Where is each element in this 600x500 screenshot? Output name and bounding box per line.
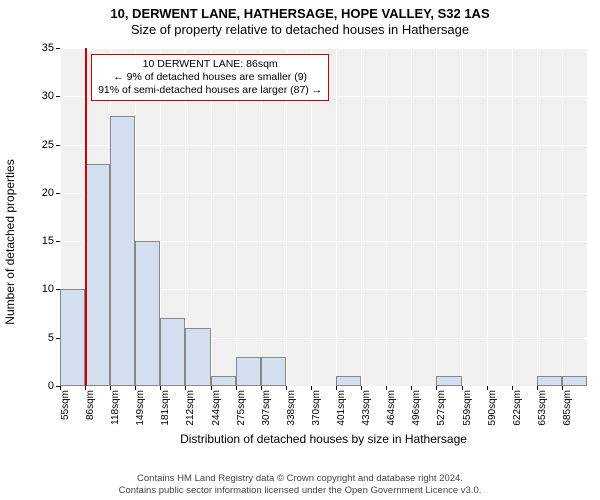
gridline-v (587, 48, 588, 386)
gridline-v (361, 48, 362, 386)
x-tick-label: 464sqm (386, 390, 397, 426)
gridline-v (411, 48, 412, 386)
y-axis-label: Number of detached properties (3, 159, 17, 324)
chart-title-line1: 10, DERWENT LANE, HATHERSAGE, HOPE VALLE… (0, 6, 600, 22)
x-tick-label: 244sqm (211, 390, 222, 426)
x-tick-label: 527sqm (436, 390, 447, 426)
histogram-bar (436, 376, 461, 386)
gridline-v (386, 48, 387, 386)
x-tick-label: 496sqm (411, 390, 422, 426)
x-tick-label: 653sqm (537, 390, 548, 426)
annotation-line2: ← 9% of detached houses are smaller (9) (98, 71, 322, 84)
x-tick-label: 86sqm (85, 390, 96, 420)
x-tick-label: 212sqm (185, 390, 196, 426)
histogram-bar (211, 376, 236, 386)
gridline-v (462, 48, 463, 386)
histogram-bar (110, 116, 135, 386)
plot-area: 0510152025303555sqm86sqm118sqm149sqm181s… (60, 48, 587, 386)
gridline-h (60, 386, 587, 387)
annotation-line1: 10 DERWENT LANE: 86sqm (98, 58, 322, 71)
x-tick-label: 370sqm (311, 390, 322, 426)
histogram-bar (160, 318, 185, 386)
chart-title-block: 10, DERWENT LANE, HATHERSAGE, HOPE VALLE… (0, 0, 600, 39)
footer-line2: Contains public sector information licen… (0, 485, 600, 497)
chart-container: Number of detached properties 0510152025… (32, 48, 587, 436)
x-tick-label: 433sqm (361, 390, 372, 426)
histogram-bar (135, 241, 160, 386)
attribution-footer: Contains HM Land Registry data © Crown c… (0, 473, 600, 497)
x-tick-label: 622sqm (512, 390, 523, 426)
x-tick-label: 307sqm (261, 390, 272, 426)
histogram-bar (336, 376, 361, 386)
x-tick-label: 55sqm (60, 390, 71, 420)
x-tick-label: 338sqm (286, 390, 297, 426)
gridline-v (562, 48, 563, 386)
x-tick-label: 590sqm (487, 390, 498, 426)
histogram-bar (562, 376, 587, 386)
gridline-v (537, 48, 538, 386)
x-tick-label: 685sqm (562, 390, 573, 426)
x-tick-label: 559sqm (462, 390, 473, 426)
histogram-bar (85, 164, 110, 386)
gridline-h (60, 193, 587, 194)
histogram-bar (236, 357, 261, 386)
x-tick-label: 181sqm (160, 390, 171, 426)
gridline-v (487, 48, 488, 386)
gridline-v (512, 48, 513, 386)
x-tick-label: 149sqm (135, 390, 146, 426)
property-marker-line (85, 48, 87, 386)
x-tick-label: 275sqm (236, 390, 247, 426)
histogram-bar (537, 376, 562, 386)
footer-line1: Contains HM Land Registry data © Crown c… (0, 473, 600, 485)
x-tick-label: 118sqm (110, 390, 121, 425)
x-axis-label: Distribution of detached houses by size … (60, 432, 587, 446)
x-tick-label: 401sqm (336, 390, 347, 426)
chart-title-line2: Size of property relative to detached ho… (0, 22, 600, 38)
gridline-h (60, 145, 587, 146)
histogram-bar (261, 357, 286, 386)
plot-area-outer: 0510152025303555sqm86sqm118sqm149sqm181s… (60, 48, 587, 386)
annotation-line3: 91% of semi-detached houses are larger (… (98, 84, 322, 97)
annotation-box: 10 DERWENT LANE: 86sqm← 9% of detached h… (91, 54, 329, 101)
gridline-v (436, 48, 437, 386)
gridline-v (336, 48, 337, 386)
histogram-bar (185, 328, 210, 386)
histogram-bar (60, 289, 85, 386)
gridline-h (60, 48, 587, 49)
